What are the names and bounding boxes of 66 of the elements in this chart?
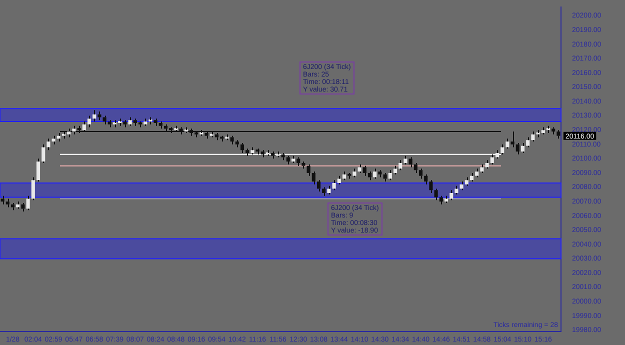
candlestick (485, 160, 489, 170)
candlestick (404, 155, 408, 165)
candlestick (362, 165, 366, 176)
candlestick (256, 148, 260, 155)
candlestick (148, 116, 152, 125)
candlestick (378, 170, 382, 178)
candlestick (454, 185, 458, 195)
candlestick (46, 138, 50, 151)
candlestick (108, 120, 112, 128)
candlestick (240, 142, 244, 154)
candlestick (424, 174, 428, 185)
candlestick (6, 198, 10, 208)
candlestick (552, 126, 556, 135)
candlestick (429, 180, 433, 194)
candlestick (21, 202, 25, 212)
candlestick (26, 195, 30, 211)
candlestick (556, 130, 560, 140)
candlestick (31, 176, 35, 201)
candlestick (296, 156, 300, 166)
candlestick (306, 164, 310, 176)
candlestick (414, 162, 418, 174)
candlestick (102, 115, 106, 125)
candlestick (464, 176, 468, 186)
candlestick (337, 175, 341, 185)
candlestick (439, 195, 443, 205)
candlestick (500, 144, 504, 155)
candlestick (260, 150, 264, 158)
candlestick (302, 161, 306, 170)
candlestick (475, 168, 479, 178)
candlestick (271, 151, 275, 160)
candlestick (281, 152, 285, 161)
candlestick (531, 131, 535, 142)
candlestick (368, 171, 372, 181)
candlestick (398, 160, 402, 171)
candlestick (490, 154, 494, 165)
candlestick (154, 118, 158, 126)
candlestick (316, 180, 321, 192)
candlestick (460, 181, 464, 191)
candlestick (516, 142, 520, 155)
candlestick (158, 121, 162, 130)
candlestick (450, 190, 454, 201)
candlestick (526, 136, 530, 148)
candlestick (0, 195, 4, 205)
candlestick (230, 135, 234, 145)
candlestick (10, 202, 15, 211)
candlestick (495, 150, 500, 160)
candlestick (235, 140, 239, 148)
candlestick (348, 172, 352, 180)
candlestick (123, 120, 127, 128)
candlestick (506, 138, 510, 150)
candlestick (42, 144, 46, 164)
candlestick (383, 172, 387, 182)
candlestick (408, 156, 412, 168)
candlestick (286, 155, 290, 165)
candlestick (312, 171, 316, 185)
candlestick (332, 180, 336, 191)
candlestick (418, 168, 423, 180)
candlestick (246, 148, 250, 156)
candlestick (393, 165, 398, 175)
candlestick (322, 186, 326, 196)
candlestick (470, 172, 474, 182)
candlestick (510, 131, 514, 148)
candlestick (52, 135, 56, 145)
candlestick (434, 188, 438, 201)
candlestick (480, 164, 484, 174)
candlestick (36, 158, 40, 182)
